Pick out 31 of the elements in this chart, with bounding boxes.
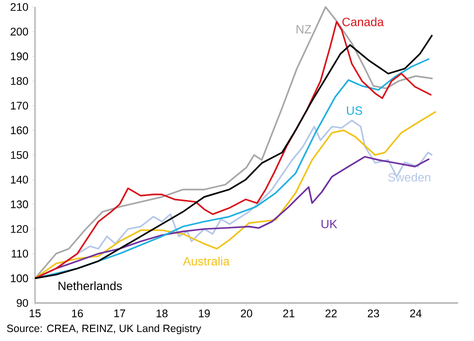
series-label: Netherlands [58,281,122,290]
y-tick-label: 140 [10,176,28,184]
y-tick-label: 90 [16,299,28,307]
x-tick-label: 23 [368,310,380,318]
y-tick-label: 100 [10,274,28,282]
x-tick-label: 15 [30,310,41,318]
x-tick-label: 22 [326,310,337,318]
series-label: US [346,106,362,115]
y-tick-label: 190 [10,52,28,60]
x-tick-label: 20 [240,310,252,318]
y-tick-label: 180 [10,77,28,85]
y-tick-label: 170 [10,102,28,110]
series-label: NZ [296,25,312,34]
y-tick-label: 110 [12,250,28,258]
x-tick-label: 16 [72,310,83,318]
series-label: Canada [342,17,384,26]
x-tick-label: 19 [198,310,210,318]
x-tick-label: 24 [410,310,422,318]
y-tick-label: 120 [10,225,28,233]
series-label: Australia [183,256,230,266]
y-tick-label: 210 [10,3,28,11]
y-tick-label: 130 [10,200,28,208]
x-tick-label: 17 [114,310,126,318]
x-tick-label: 18 [156,310,168,318]
y-tick-label: 200 [10,28,28,36]
source-note: Source: CREA, REINZ, UK Land Registry [7,324,202,334]
series-label: Sweden [388,172,430,182]
y-tick-label: 150 [10,151,28,159]
x-tick-label: 21 [283,310,294,318]
series-label: UK [322,220,338,228]
y-tick-label: 160 [10,126,28,134]
